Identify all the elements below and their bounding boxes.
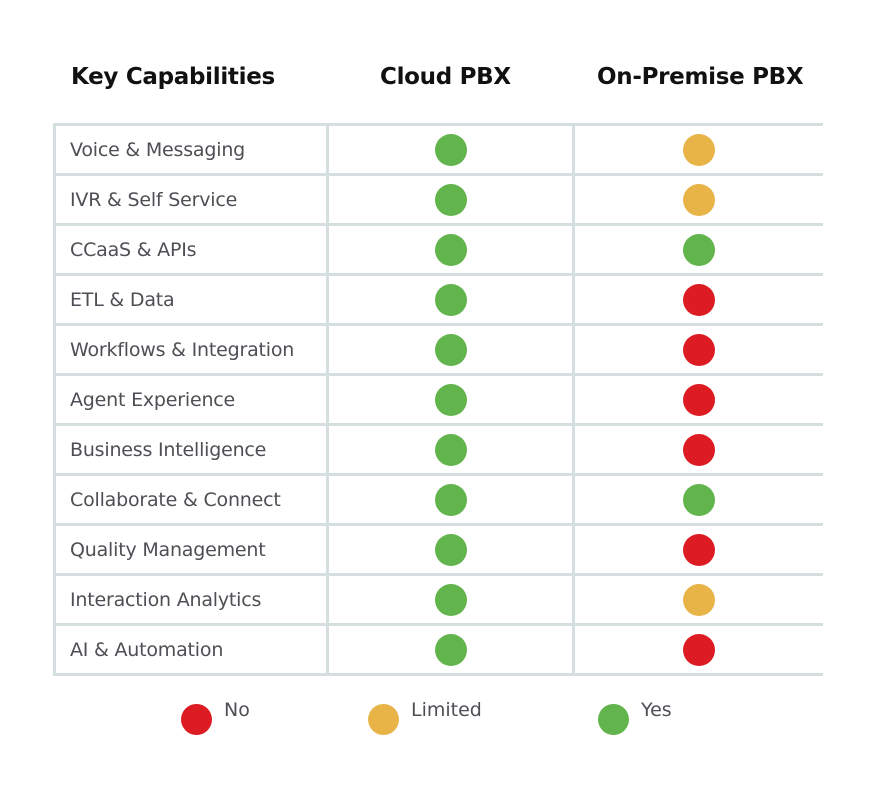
capability-label: Collaborate & Connect — [56, 476, 326, 523]
green-dot-icon — [434, 533, 467, 566]
header-key-capabilities: Key Capabilities — [71, 64, 275, 90]
red-dot-icon — [683, 633, 715, 666]
on-premise-pbx-status-cell — [575, 576, 823, 623]
on-premise-pbx-status-cell — [575, 176, 823, 223]
green-dot-icon — [434, 133, 467, 166]
capability-label: IVR & Self Service — [56, 176, 326, 223]
capabilities-table: Voice & Messaging IVR & Self Service CCaaS… — [53, 123, 823, 676]
on-premise-pbx-status-cell — [575, 426, 823, 473]
green-dot-icon — [683, 483, 715, 516]
red-dot-icon — [683, 533, 715, 566]
yellow-dot-icon — [368, 704, 399, 735]
cloud-pbx-status-cell — [329, 276, 572, 323]
cloud-pbx-status-cell — [329, 326, 572, 373]
capability-label: AI & Automation — [56, 626, 326, 673]
header-cloud-pbx: Cloud PBX — [380, 64, 511, 90]
yellow-dot-icon — [683, 583, 715, 616]
capability-label: Business Intelligence — [56, 426, 326, 473]
capability-label: Quality Management — [56, 526, 326, 573]
on-premise-pbx-status-cell — [575, 126, 823, 173]
capability-label: Agent Experience — [56, 376, 326, 423]
green-dot-icon — [434, 383, 467, 416]
capability-label: ETL & Data — [56, 276, 326, 323]
legend-label: No — [224, 698, 250, 721]
capability-label: Voice & Messaging — [56, 126, 326, 173]
green-dot-icon — [434, 333, 467, 366]
cloud-pbx-status-cell — [329, 126, 572, 173]
on-premise-pbx-status-cell — [575, 276, 823, 323]
on-premise-pbx-status-cell — [575, 626, 823, 673]
green-dot-icon — [434, 483, 467, 516]
cloud-pbx-status-cell — [329, 226, 572, 273]
cloud-pbx-status-cell — [329, 526, 572, 573]
capability-label: Interaction Analytics — [56, 576, 326, 623]
green-dot-icon — [434, 583, 467, 616]
capability-label: CCaaS & APIs — [56, 226, 326, 273]
legend-label: Limited — [411, 698, 482, 721]
green-dot-icon — [683, 233, 715, 266]
on-premise-pbx-status-cell — [575, 526, 823, 573]
legend-item-yes: Yes — [598, 696, 672, 735]
cloud-pbx-status-cell — [329, 626, 572, 673]
header-on-premise-pbx: On-Premise PBX — [597, 64, 804, 90]
green-dot-icon — [434, 433, 467, 466]
cloud-pbx-status-cell — [329, 476, 572, 523]
on-premise-pbx-status-cell — [575, 226, 823, 273]
red-dot-icon — [683, 333, 715, 366]
cloud-pbx-status-cell — [329, 576, 572, 623]
on-premise-pbx-status-cell — [575, 376, 823, 423]
legend-item-no: No — [181, 696, 250, 735]
legend-item-limited: Limited — [368, 696, 482, 735]
table-header: Key Capabilities Cloud PBX On-Premise PB… — [0, 64, 877, 100]
capability-label: Workflows & Integration — [56, 326, 326, 373]
cloud-pbx-status-cell — [329, 376, 572, 423]
green-dot-icon — [598, 704, 629, 735]
on-premise-pbx-status-cell — [575, 476, 823, 523]
green-dot-icon — [434, 633, 467, 666]
green-dot-icon — [434, 233, 467, 266]
yellow-dot-icon — [683, 183, 715, 216]
yellow-dot-icon — [683, 133, 715, 166]
red-dot-icon — [181, 704, 212, 735]
red-dot-icon — [683, 283, 715, 316]
cloud-pbx-status-cell — [329, 176, 572, 223]
on-premise-pbx-status-cell — [575, 326, 823, 373]
legend: No Limited Yes — [0, 696, 877, 736]
red-dot-icon — [683, 383, 715, 416]
red-dot-icon — [683, 433, 715, 466]
legend-label: Yes — [641, 698, 672, 721]
green-dot-icon — [434, 283, 467, 316]
cloud-pbx-status-cell — [329, 426, 572, 473]
green-dot-icon — [434, 183, 467, 216]
